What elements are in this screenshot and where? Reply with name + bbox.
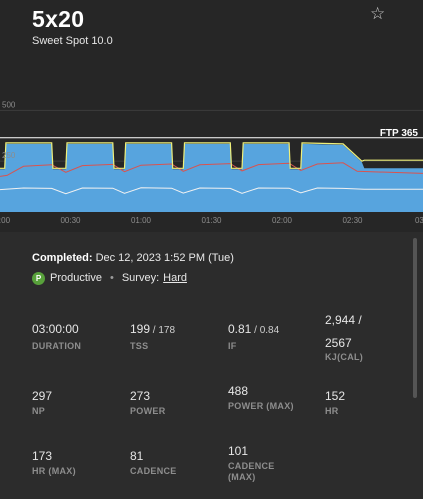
metric-value: 03:00:00 <box>32 322 79 336</box>
metric-value: 273 <box>130 389 151 403</box>
y-tick-label: 500 <box>2 100 16 109</box>
ftp-label: FTP 365 <box>380 128 419 139</box>
target-line <box>0 142 423 169</box>
metric-value: 488 <box>228 384 249 398</box>
metric-np: 297 NP <box>32 389 124 417</box>
metric-subvalue: 2567 <box>325 336 352 350</box>
metric-subvalue: / 178 <box>150 325 176 336</box>
feel-badge-icon: P <box>32 271 45 285</box>
workout-chart[interactable]: 500 250 FTP 365 00:00 00:30 01:00 01:30 02:00 02… <box>0 90 423 232</box>
separator-dot: • <box>109 272 114 284</box>
workout-chart-svg: 500 250 FTP 365 00:00 00:30 01:00 01:30 02:00 02… <box>0 90 423 232</box>
completed-date: Dec 12, 2023 1:52 PM (Tue) <box>95 252 234 264</box>
x-tick-label: 02:30 <box>342 216 363 225</box>
metric-label: DURATION <box>32 341 82 351</box>
metric-power: 273 POWER <box>130 389 222 417</box>
metric-if: 0.81 / 0.84 IF <box>228 322 320 352</box>
survey-link[interactable]: Hard <box>163 272 187 284</box>
workout-subtitle: Sweet Spot 10.0 <box>32 35 113 47</box>
metric-label: KJ(CAL) <box>325 352 364 362</box>
metric-power-max: 488 POWER (MAX) <box>228 384 298 412</box>
x-tick-label: 00:30 <box>60 216 81 225</box>
metric-label: NP <box>32 406 46 416</box>
x-tick-label: 00:00 <box>0 216 11 225</box>
metric-label: TSS <box>130 341 149 351</box>
metric-label: HR (MAX) <box>32 466 76 476</box>
metric-value: 152 <box>325 389 346 403</box>
x-tick-label: 03:00 <box>415 216 423 225</box>
survey-label: Survey: <box>121 272 160 284</box>
metric-label: POWER <box>130 406 166 416</box>
x-tick-label: 02:00 <box>272 216 293 225</box>
metric-value: 81 <box>130 449 144 463</box>
x-tick-label: 01:30 <box>201 216 222 225</box>
metric-value: 2,944 / <box>325 313 362 327</box>
metric-cadence-max: 101 CADENCE (MAX) <box>228 444 298 483</box>
y-tick-label: 250 <box>2 151 16 160</box>
metric-tss: 199 / 178 TSS <box>130 322 222 352</box>
scrollbar[interactable] <box>413 238 417 398</box>
metric-label: CADENCE <box>130 466 177 476</box>
power-area <box>0 143 423 212</box>
metric-label: HR <box>325 406 339 416</box>
heart-rate-line <box>0 162 423 177</box>
cadence-line <box>0 187 423 195</box>
metric-subvalue: / 0.84 <box>251 325 280 336</box>
x-tick-label: 01:00 <box>131 216 152 225</box>
workout-title: 5x20 <box>32 6 85 32</box>
metric-cadence: 81 CADENCE <box>130 449 222 477</box>
workout-header: 5x20 Sweet Spot 10.0 ☆ <box>0 0 423 96</box>
metric-label: CADENCE (MAX) <box>228 461 275 482</box>
metric-value: 297 <box>32 389 53 403</box>
metric-hr: 152 HR <box>325 389 417 417</box>
workout-summary-panel <box>0 232 423 499</box>
completed-label: Completed: <box>32 252 93 264</box>
metric-hr-max: 173 HR (MAX) <box>32 449 124 477</box>
metric-value: 173 <box>32 449 53 463</box>
feel-label: Productive <box>50 272 102 284</box>
metric-value: 101 <box>228 444 249 458</box>
status-row: P Productive • Survey: Hard <box>32 270 187 286</box>
metric-kj: 2,944 / 2567 KJ(CAL) <box>325 313 417 363</box>
metric-duration: 03:00:00 DURATION <box>32 322 124 352</box>
metric-label: IF <box>228 341 237 351</box>
favorite-star-icon[interactable]: ☆ <box>370 4 386 23</box>
metric-label: POWER (MAX) <box>228 401 294 411</box>
completed-row: Completed: Dec 12, 2023 1:52 PM (Tue) <box>32 252 234 264</box>
metric-value: 199 <box>130 322 151 336</box>
x-axis-strip <box>0 212 423 232</box>
metric-value: 0.81 <box>228 322 252 336</box>
